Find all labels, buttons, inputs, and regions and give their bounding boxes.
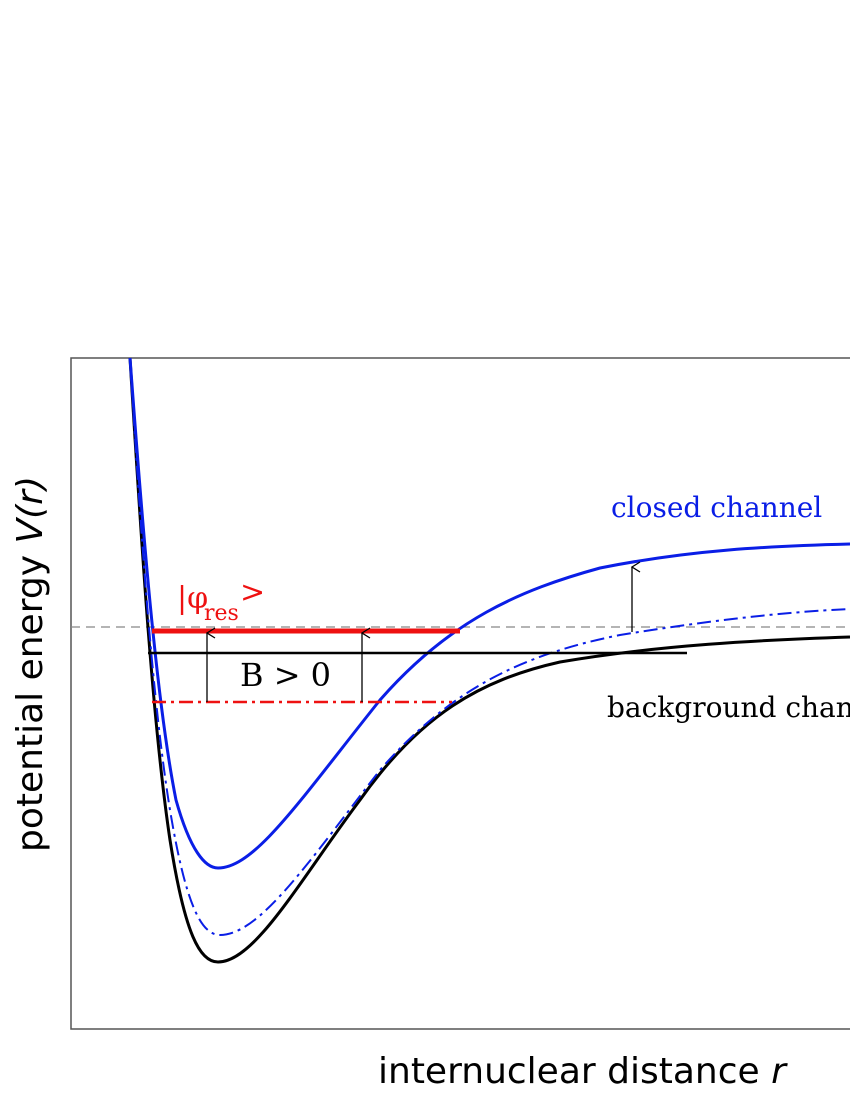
x-axis-label: internuclear distance r — [378, 1051, 788, 1092]
resonance-prefix: |φ — [177, 581, 208, 616]
shifted-closed-channel-curve — [129, 357, 850, 937]
x-axis-label-text: internuclear distance — [378, 1051, 771, 1092]
plot-frame — [70, 357, 850, 1030]
y-axis-label: potential energy V(r) — [10, 476, 51, 852]
resonance-suffix: > — [240, 575, 265, 610]
resonance-state-label: |φ res > — [177, 575, 265, 626]
field-condition-label: B > 0 — [240, 656, 331, 694]
y-axis-label-text: potential energy — [10, 544, 51, 852]
background-channel-curve — [128, 357, 850, 964]
background-channel-label: background chann — [607, 691, 850, 724]
resonance-subscript: res — [204, 601, 239, 626]
x-axis-label-variable: r — [771, 1051, 788, 1092]
y-axis-label-variable: V(r) — [10, 476, 51, 544]
closed-channel-label: closed channel — [611, 491, 822, 524]
closed-channel-curve — [128, 357, 850, 870]
